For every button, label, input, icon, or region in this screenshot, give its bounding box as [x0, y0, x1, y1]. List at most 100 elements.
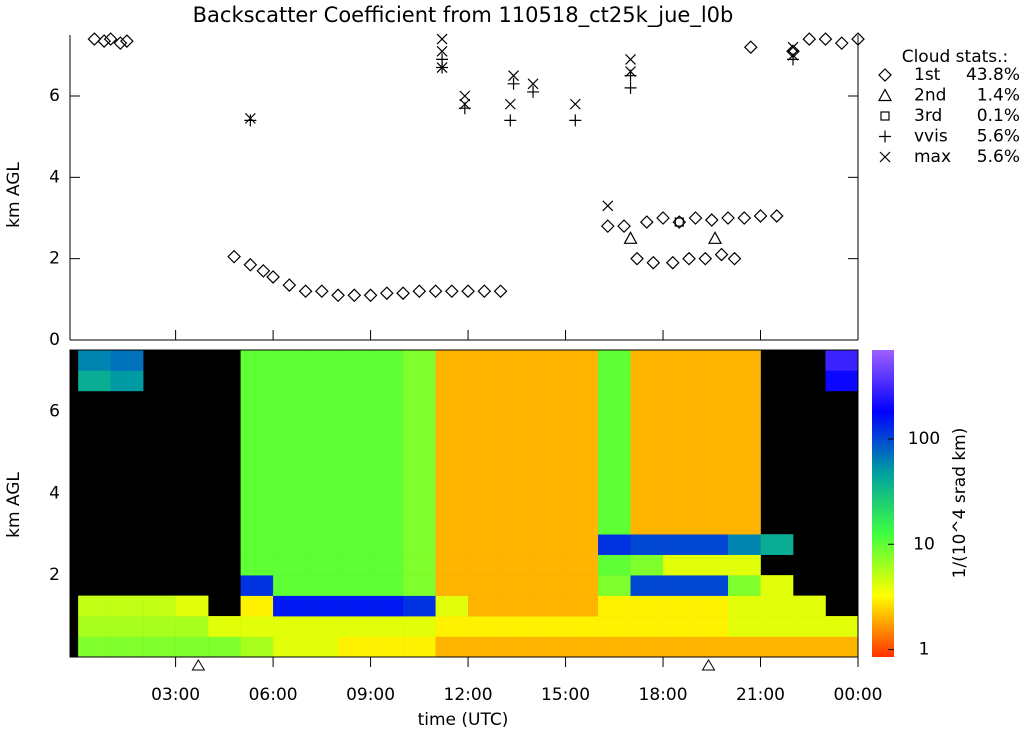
cross-marker [569, 98, 581, 110]
heatmap-cell [598, 431, 631, 453]
heatmap-cell [305, 595, 339, 617]
heatmap-cell [663, 595, 696, 617]
diamond-marker [630, 251, 644, 266]
heatmap-cell [143, 616, 176, 637]
heatmap-cell [435, 595, 469, 617]
heatmap-cell [435, 636, 469, 658]
heatmap-cell [338, 431, 371, 453]
diamond-marker [396, 286, 410, 301]
diamond-marker [298, 284, 313, 299]
diamond-marker [727, 251, 742, 266]
heatmap-cell [240, 452, 274, 474]
heatmap-cell [598, 534, 631, 555]
heatmap-cell [338, 390, 371, 412]
heatmap-cell [273, 636, 306, 658]
heatmap-cell [240, 431, 274, 453]
diamond-marker [600, 219, 615, 233]
heatmap-cell [630, 472, 664, 494]
heatmap-cell [370, 554, 404, 576]
heatmap-cell [403, 513, 436, 535]
heatmap-cell [305, 575, 339, 596]
heatmap-cell [338, 370, 371, 392]
heatmap-cell [370, 636, 404, 658]
heatmap-cell [663, 390, 696, 412]
heatmap-cell [305, 370, 339, 392]
heatmap-cell [533, 472, 566, 494]
heatmap-cell [273, 431, 306, 453]
legend-value: 1.4% [977, 86, 1020, 106]
heatmap-cell [370, 575, 404, 596]
heatmap-cell [500, 554, 534, 576]
diamond-marker [493, 284, 508, 299]
heatmap-cell [533, 493, 566, 515]
heatmap-cell [565, 554, 599, 576]
heatmap-cell [565, 390, 599, 412]
heatmap-cell [338, 350, 371, 371]
heatmap-cell [598, 472, 631, 494]
heatmap-cell [663, 452, 696, 474]
diamond-marker [461, 284, 475, 299]
heatmap-cell [695, 370, 729, 392]
heatmap-cell [435, 452, 469, 474]
cross-marker [508, 70, 519, 82]
diamond-marker [646, 255, 661, 270]
heatmap-cell [565, 431, 599, 453]
diamond-marker [87, 32, 102, 46]
heatmap-cell [598, 493, 631, 515]
diamond-marker [256, 264, 271, 278]
x-tick-label: 00:00 [834, 685, 883, 705]
triangle-marker [708, 231, 723, 244]
heatmap-cell [500, 370, 534, 392]
diamond-marker [682, 251, 696, 266]
heatmap-cell [110, 595, 144, 617]
heatmap-cell [598, 411, 631, 433]
heatmap-cell [468, 431, 501, 453]
heatmap-cell [338, 493, 371, 515]
y-tick-label: 6 [49, 401, 60, 421]
heatmap-cell [500, 472, 534, 494]
heatmap-cell [403, 411, 436, 433]
heatmap-cell [175, 595, 209, 617]
heatmap-cell [500, 575, 534, 596]
cross-marker [459, 98, 471, 110]
heatmap-cell [695, 493, 729, 515]
heatmap-cell [175, 616, 209, 637]
heatmap-cell [435, 575, 469, 596]
heatmap-cell [240, 575, 274, 596]
heatmap-cell [793, 636, 826, 658]
heatmap-cell [305, 513, 339, 535]
heatmap-cell [728, 370, 761, 392]
heatmap-cell [663, 616, 696, 637]
heatmap-cell [598, 452, 631, 474]
diamond-marker [639, 215, 654, 229]
heatmap-cell [370, 595, 404, 617]
heatmap-cell [338, 513, 371, 535]
heatmap-cell [370, 534, 404, 555]
heatmap-cell [565, 595, 599, 617]
heatmap-cell [435, 534, 469, 555]
heatmap-cell [598, 636, 631, 658]
heatmap-cell [695, 431, 729, 453]
heatmap-cell [695, 452, 729, 474]
heatmap-cell [468, 636, 501, 658]
heatmap-cell [435, 472, 469, 494]
cross-marker [787, 41, 799, 53]
heatmap-cell [630, 452, 664, 474]
heatmap-cell [728, 595, 761, 617]
heatmap-cell [208, 636, 241, 658]
heatmap-cell [760, 534, 794, 555]
heatmap-cell [630, 411, 664, 433]
cross-marker [527, 78, 539, 90]
diamond-marker [266, 270, 280, 284]
heatmap-cell [760, 636, 794, 658]
heatmap-cell [728, 616, 761, 637]
heatmap-cell [240, 616, 274, 637]
heatmap-cell [110, 636, 144, 658]
legend-value: 0.1% [977, 106, 1020, 126]
heatmap-cell [533, 431, 566, 453]
plus-marker [569, 114, 582, 127]
heatmap-cell [240, 350, 274, 371]
cross-marker [504, 98, 516, 110]
heatmap-cell [695, 534, 729, 555]
heatmap-cell [533, 350, 566, 371]
